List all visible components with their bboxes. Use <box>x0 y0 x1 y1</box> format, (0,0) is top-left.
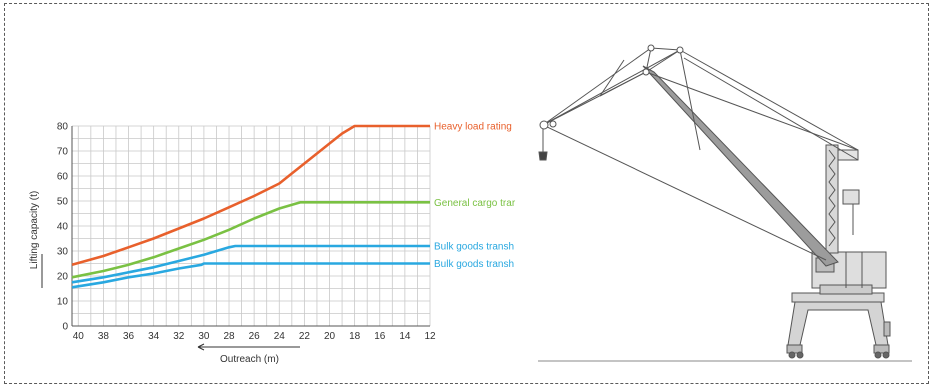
crane-jib-lattice <box>543 48 858 260</box>
crane-portal <box>787 293 890 358</box>
crane-boom <box>643 66 838 266</box>
crane-drawing <box>538 45 912 361</box>
crane-tower <box>826 145 859 253</box>
